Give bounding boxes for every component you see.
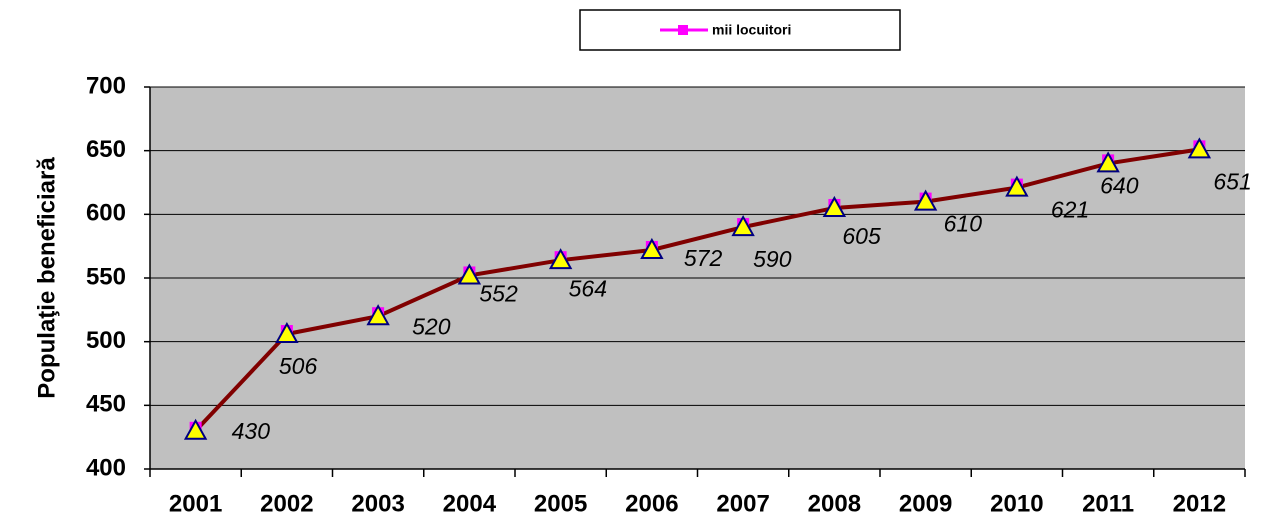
data-label: 610 <box>944 211 983 237</box>
x-tick-label: 2011 <box>1082 490 1134 517</box>
y-tick-label: 450 <box>86 391 126 418</box>
data-label: 605 <box>842 223 881 249</box>
marker-triangle <box>457 263 482 285</box>
data-label: 572 <box>684 245 723 271</box>
x-tick-label: 2009 <box>899 490 952 517</box>
marker-triangle <box>1005 175 1029 197</box>
data-label: 651 <box>1213 168 1251 194</box>
legend-box <box>579 9 901 51</box>
y-tick-label: 700 <box>86 72 126 99</box>
marker-triangle <box>913 189 938 211</box>
marker-triangle <box>731 215 755 237</box>
data-label: 430 <box>232 418 271 444</box>
y-tick-label: 500 <box>86 327 126 354</box>
y-tick-label: 650 <box>86 136 126 163</box>
line <box>194 147 1200 433</box>
x-tick-label: 2002 <box>260 490 313 517</box>
marker-triangle <box>822 195 847 217</box>
x-tick-label: 2001 <box>169 490 222 517</box>
x-tick-label: 2007 <box>716 490 769 517</box>
marker-triangle <box>275 321 299 344</box>
data-label: 506 <box>279 353 318 379</box>
x-tick-label: 2005 <box>534 490 587 517</box>
marker-triangle <box>640 237 664 259</box>
marker-triangle <box>1096 151 1120 173</box>
x-tick-label: 2003 <box>351 490 404 517</box>
data-label: 520 <box>412 313 451 339</box>
marker-triangle <box>548 248 573 270</box>
y-tick-label: 600 <box>86 200 126 227</box>
x-tick-label: 2008 <box>808 490 861 517</box>
data-label: 621 <box>1051 197 1089 223</box>
x-tick-label: 2012 <box>1173 490 1226 517</box>
legend-marker <box>678 25 688 35</box>
x-tick-label: 2004 <box>443 490 497 517</box>
data-label: 564 <box>569 275 607 301</box>
y-tick-label: 400 <box>86 454 126 481</box>
marker-triangle <box>1187 137 1212 159</box>
y-tick-label: 550 <box>86 263 126 290</box>
x-tick-label: 2010 <box>990 490 1043 517</box>
y-axis-label: Populaţie beneficiară <box>33 157 60 399</box>
data-label: 552 <box>479 281 518 307</box>
data-label: 590 <box>753 246 792 272</box>
legend-label: mii locuitori <box>712 22 791 38</box>
x-tick-label: 2006 <box>625 490 678 517</box>
marker-triangle <box>366 304 390 326</box>
data-label: 640 <box>1100 172 1139 198</box>
marker-triangle <box>183 418 208 440</box>
